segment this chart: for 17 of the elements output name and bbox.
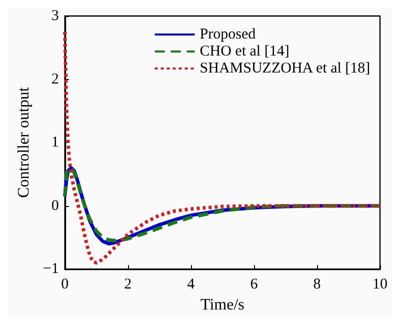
y-tick-label: 1 bbox=[51, 134, 59, 151]
y-tick-label: −1 bbox=[42, 261, 59, 278]
y-tick-label: 0 bbox=[51, 198, 59, 214]
y-tick-label: 3 bbox=[51, 8, 59, 24]
line-series bbox=[63, 30, 382, 265]
y-tick-label: 2 bbox=[51, 71, 59, 88]
x-tick-label: 6 bbox=[250, 276, 258, 293]
y-axis-title: Controller output bbox=[16, 86, 32, 198]
x-tick-label: 2 bbox=[124, 276, 132, 293]
x-tick-label: 10 bbox=[372, 276, 388, 293]
legend-label: CHO et al [14] bbox=[200, 44, 290, 60]
legend-label: Proposed bbox=[200, 26, 256, 42]
x-tick-label: 4 bbox=[187, 276, 196, 293]
x-axis-title: Time/s bbox=[200, 296, 244, 314]
legend-label: SHAMSUZZOHA et al [18] bbox=[200, 60, 370, 76]
x-tick-label: 8 bbox=[313, 276, 321, 293]
x-tick-label: 0 bbox=[61, 276, 69, 293]
